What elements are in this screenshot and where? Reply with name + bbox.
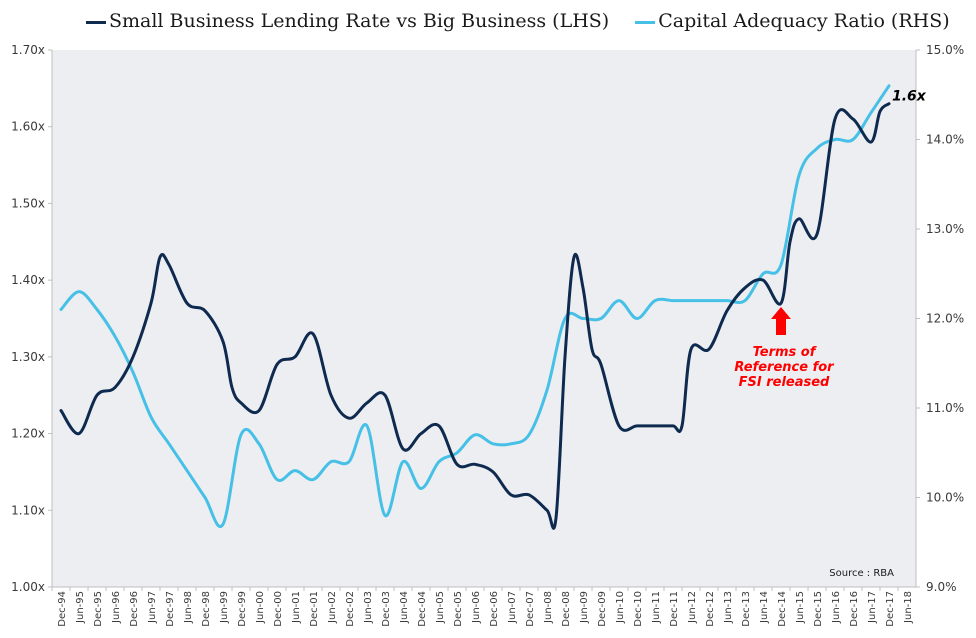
legend-swatch-capital-adequacy [635, 20, 656, 24]
y-tick-label-left: 1.60x [11, 120, 45, 134]
annotation-text: Reference for [734, 360, 835, 375]
x-tick-label: Jun-01 [291, 591, 302, 624]
x-tick-label: Jun-15 [795, 591, 806, 624]
source-label: Source : RBA [829, 568, 894, 579]
x-tick-label: Dec-15 [813, 591, 824, 627]
x-tick-label: Jun-96 [111, 591, 122, 624]
x-tick-label: Jun-10 [615, 591, 626, 624]
y-tick-label-right: 12.0% [926, 312, 964, 326]
x-tick-label: Dec-10 [633, 591, 644, 627]
x-tick-label: Dec-96 [129, 591, 140, 627]
x-tick-label: Jun-11 [651, 591, 662, 624]
legend-item-capital-adequacy: Capital Adequacy Ratio (RHS) [635, 10, 950, 32]
x-tick-label: Dec-06 [489, 591, 500, 627]
y-tick-label-right: 15.0% [926, 43, 964, 57]
x-tick-label: Dec-02 [345, 591, 356, 627]
x-tick-label: Jun-95 [75, 591, 86, 624]
legend-label-capital-adequacy: Capital Adequacy Ratio (RHS) [658, 10, 950, 32]
x-tick-label: Jun-08 [543, 591, 554, 624]
y-tick-label-right: 9.0% [926, 580, 957, 594]
x-tick-label: Dec-13 [741, 591, 752, 627]
x-tick-label: Jun-13 [723, 591, 734, 624]
y-tick-label-right: 10.0% [926, 491, 964, 505]
x-tick-label: Dec-04 [417, 591, 428, 627]
y-tick-label-left: 1.30x [11, 350, 45, 364]
x-tick-label: Dec-94 [57, 591, 68, 627]
x-tick-label: Jun-05 [435, 591, 446, 624]
x-tick-label: Jun-97 [147, 591, 158, 624]
legend-swatch-lending-rate [86, 20, 106, 24]
series-line-lending-rate [59, 102, 891, 530]
x-tick-label: Dec-16 [849, 591, 860, 627]
x-tick-label: Dec-01 [309, 591, 320, 627]
legend-item-lending-rate: Small Business Lending Rate vs Big Busin… [86, 10, 609, 32]
x-tick-label: Jun-02 [327, 591, 338, 624]
x-tick-label: Jun-98 [183, 591, 194, 624]
x-tick-label: Dec-03 [381, 591, 392, 627]
x-tick-label: Dec-09 [597, 591, 608, 627]
annotation-text: Terms of [753, 345, 818, 360]
x-tick-label: Jun-00 [255, 591, 266, 624]
x-tick-label: Dec-00 [273, 591, 284, 627]
y-tick-label-left: 1.00x [11, 580, 45, 594]
x-tick-label: Dec-08 [561, 591, 572, 627]
x-tick-label: Dec-95 [93, 591, 104, 627]
x-tick-label: Jun-09 [579, 591, 590, 624]
y-tick-label-right: 14.0% [926, 133, 964, 147]
legend: Small Business Lending Rate vs Big Busin… [86, 10, 950, 32]
x-tick-label: Dec-11 [669, 591, 680, 627]
y-tick-label-right: 13.0% [926, 222, 964, 236]
x-tick-label: Jun-99 [219, 591, 230, 624]
x-tick-label: Jun-07 [507, 591, 518, 624]
x-tick-label: Dec-99 [237, 591, 248, 627]
x-tick-label: Jun-03 [363, 591, 374, 624]
annotation-text: FSI released [739, 375, 830, 390]
x-tick-label: Dec-05 [453, 591, 464, 627]
x-tick-label: Dec-17 [885, 591, 896, 627]
x-tick-label: Dec-07 [525, 591, 536, 627]
x-tick-label: Jun-04 [399, 591, 410, 624]
series-line-capital-adequacy [59, 84, 891, 529]
y-tick-label-left: 1.70x [11, 43, 45, 57]
x-tick-label: Dec-14 [777, 591, 788, 627]
x-tick-label: Jun-12 [687, 591, 698, 624]
x-tick-label: Jun-06 [471, 591, 482, 624]
x-tick-label: Jun-17 [867, 591, 878, 624]
x-tick-label: Dec-12 [705, 591, 716, 627]
y-tick-label-left: 1.50x [11, 196, 45, 210]
data-label-last-value: 1.6x [892, 89, 927, 105]
y-tick-label-left: 1.40x [11, 273, 45, 287]
x-tick-label: Dec-98 [201, 591, 212, 627]
x-tick-label: Dec-97 [165, 591, 176, 627]
y-tick-label-left: 1.20x [11, 427, 45, 441]
legend-label-lending-rate: Small Business Lending Rate vs Big Busin… [109, 10, 610, 32]
annotation-arrow-icon [771, 307, 791, 335]
y-tick-label-right: 11.0% [926, 401, 964, 415]
x-tick-label: Jun-16 [831, 591, 842, 624]
y-tick-label-left: 1.10x [11, 503, 45, 517]
x-tick-label: Jun-14 [759, 591, 770, 624]
x-tick-label: Jun-18 [903, 591, 914, 624]
